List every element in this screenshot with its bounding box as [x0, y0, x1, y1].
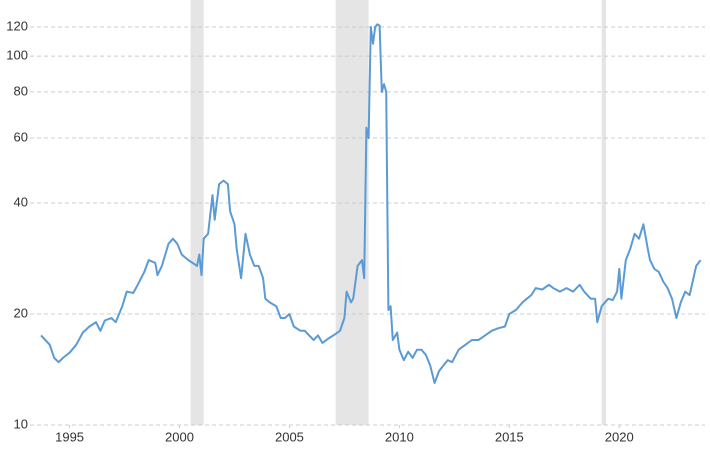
- x-tick-label: 2010: [385, 429, 414, 444]
- y-tick-label: 10: [14, 416, 28, 431]
- y-tick-label: 20: [14, 305, 28, 320]
- x-tick-label: 1995: [55, 429, 84, 444]
- y-tick-label: 60: [14, 129, 28, 144]
- x-tick-label: 2005: [275, 429, 304, 444]
- x-tick-label: 2020: [605, 429, 634, 444]
- y-tick-label: 80: [14, 83, 28, 98]
- shaded-region: [335, 0, 369, 425]
- line: [40, 23, 702, 384]
- x-tick-label: 2000: [165, 429, 194, 444]
- y-tick-label: 40: [14, 194, 28, 209]
- y-tick-label: 120: [6, 18, 28, 33]
- y-tick-label: 100: [6, 48, 28, 63]
- shaded-region: [190, 0, 204, 425]
- shaded-region: [601, 0, 607, 425]
- x-tick-label: 2015: [495, 429, 524, 444]
